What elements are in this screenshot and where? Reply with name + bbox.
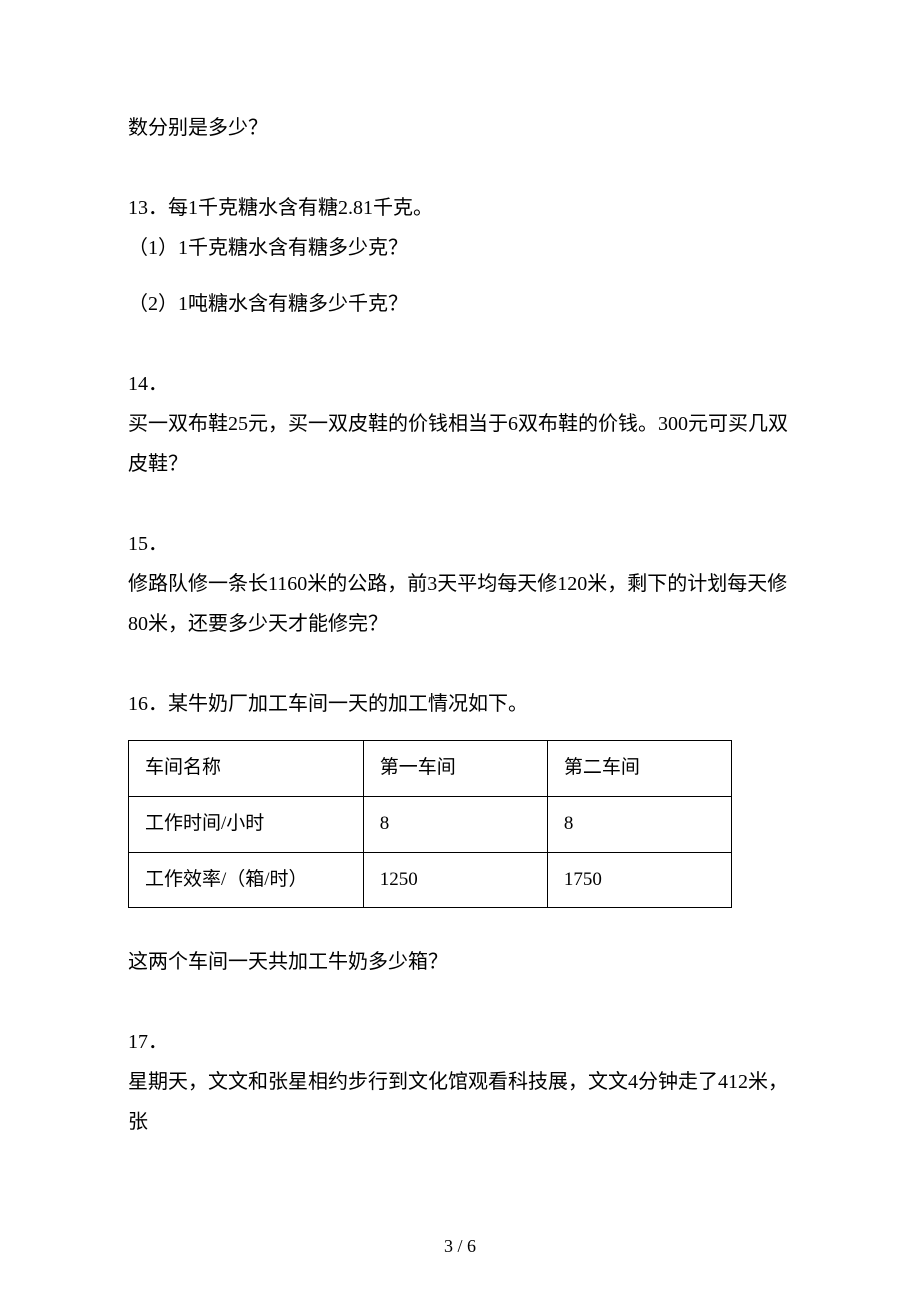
q15-num: 15． bbox=[128, 524, 792, 564]
table-cell: 8 bbox=[547, 796, 731, 852]
q14-block: 14． 买一双布鞋25元，买一双皮鞋的价钱相当于6双布鞋的价钱。300元可买几双… bbox=[128, 364, 792, 484]
table-cell: 第一车间 bbox=[363, 741, 547, 797]
q13-stem: 13．每1千克糖水含有糖2.81千克。 bbox=[128, 188, 792, 228]
table-row: 工作时间/小时 8 8 bbox=[129, 796, 732, 852]
q14-num: 14． bbox=[128, 364, 792, 404]
page-footer: 3 / 6 bbox=[0, 1228, 920, 1264]
text-line: 数分别是多少？ bbox=[128, 117, 268, 139]
table-cell: 1750 bbox=[547, 852, 731, 908]
table-row: 车间名称 第一车间 第二车间 bbox=[129, 741, 732, 797]
table-cell: 工作效率/（箱/时） bbox=[129, 852, 364, 908]
q16-stem: 16．某牛奶厂加工车间一天的加工情况如下。 bbox=[128, 684, 792, 724]
q14-body: 买一双布鞋25元，买一双皮鞋的价钱相当于6双布鞋的价钱。300元可买几双皮鞋？ bbox=[128, 404, 792, 484]
q16-tail: 这两个车间一天共加工牛奶多少箱？ bbox=[128, 942, 792, 982]
q16-tail-block: 这两个车间一天共加工牛奶多少箱？ bbox=[128, 942, 792, 982]
table-cell: 1250 bbox=[363, 852, 547, 908]
table-row: 工作效率/（箱/时） 1250 1750 bbox=[129, 852, 732, 908]
q15-block: 15． 修路队修一条长1160米的公路，前3天平均每天修120米，剩下的计划每天… bbox=[128, 524, 792, 644]
table-cell: 车间名称 bbox=[129, 741, 364, 797]
page: 数分别是多少？ 13．每1千克糖水含有糖2.81千克。 （1）1千克糖水含有糖多… bbox=[0, 0, 920, 1302]
table-cell: 8 bbox=[363, 796, 547, 852]
q13-sub1: （1）1千克糖水含有糖多少克？ bbox=[128, 228, 792, 268]
q17-body: 星期天，文文和张星相约步行到文化馆观看科技展，文文4分钟走了412米，张 bbox=[128, 1062, 792, 1142]
q13-sub2: （2）1吨糖水含有糖多少千克？ bbox=[128, 284, 792, 324]
q17-num: 17． bbox=[128, 1022, 792, 1062]
table-cell: 第二车间 bbox=[547, 741, 731, 797]
q13-sub2-block: （2）1吨糖水含有糖多少千克？ bbox=[128, 284, 792, 324]
q17-block: 17． 星期天，文文和张星相约步行到文化馆观看科技展，文文4分钟走了412米，张 bbox=[128, 1022, 792, 1142]
q15-body: 修路队修一条长1160米的公路，前3天平均每天修120米，剩下的计划每天修80米… bbox=[128, 564, 792, 644]
q16-stem-block: 16．某牛奶厂加工车间一天的加工情况如下。 bbox=[128, 684, 792, 724]
prev-question-tail: 数分别是多少？ bbox=[128, 108, 792, 148]
table-cell: 工作时间/小时 bbox=[129, 796, 364, 852]
q13-stem-block: 13．每1千克糖水含有糖2.81千克。 （1）1千克糖水含有糖多少克？ bbox=[128, 188, 792, 268]
q16-table: 车间名称 第一车间 第二车间 工作时间/小时 8 8 工作效率/（箱/时） 12… bbox=[128, 740, 732, 908]
